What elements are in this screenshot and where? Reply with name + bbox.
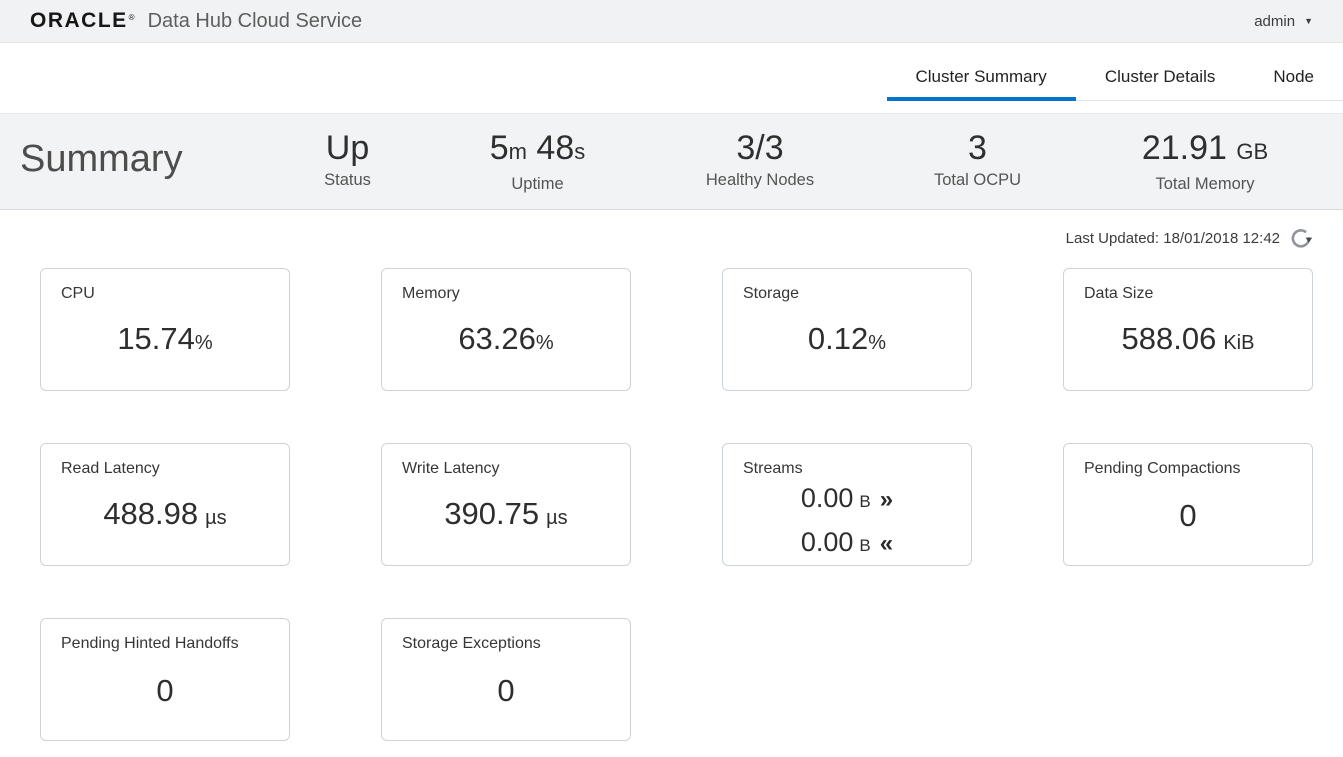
user-menu[interactable]: admin ▼: [1254, 13, 1313, 30]
card-title-storage-exceptions: Storage Exceptions: [402, 635, 541, 652]
card-title-storage: Storage: [743, 285, 800, 302]
card-cpu: CPU 15.74%: [40, 268, 290, 391]
caret-down-icon: ▼: [1304, 16, 1313, 26]
stat-value-uptime: 5m 48s: [489, 129, 586, 167]
metric-cards-grid: CPU 15.74% Memory 63.26% Storage 0.12% Data Si…: [40, 268, 1313, 741]
card-title-pending-compactions: Pending Compactions: [1084, 460, 1241, 477]
stat-uptime: 5m 48s Uptime: [430, 129, 645, 209]
registered-mark: ®: [128, 13, 135, 22]
stat-value-total-memory: 21.91 GB: [1141, 129, 1269, 167]
card-value-pending-compactions: 0: [1179, 497, 1197, 533]
stat-label-total-ocpu: Total OCPU: [933, 171, 1022, 189]
stat-label-total-memory: Total Memory: [1155, 175, 1255, 193]
stat-total-memory: 21.91 GB Total Memory: [1080, 129, 1330, 209]
stat-status: Up Status: [265, 129, 430, 209]
stat-value-total-ocpu: 3: [968, 129, 987, 167]
last-updated-row: Last Updated: 18/01/2018 12:42: [40, 225, 1313, 251]
last-updated-text: Last Updated: 18/01/2018 12:42: [1065, 229, 1280, 247]
card-title-streams: Streams: [743, 460, 803, 477]
card-data-size: Data Size 588.06 KiB: [1063, 268, 1313, 391]
card-title-cpu: CPU: [61, 285, 95, 302]
main-content: Last Updated: 18/01/2018 12:42 CPU 15.74%…: [0, 225, 1343, 741]
card-title-data-size: Data Size: [1084, 285, 1154, 302]
card-title-memory: Memory: [402, 285, 460, 302]
card-value-storage-exceptions: 0: [497, 672, 515, 708]
summary-band: Summary Up Status 5m 48s Uptime 3/3 Healthy N…: [0, 113, 1343, 210]
top-header: ORACLE ® Data Hub Cloud Service admin ▼: [0, 0, 1343, 43]
tab-row: Cluster Summary Cluster Details Node: [0, 43, 1343, 113]
card-value-data-size: 588.06 KiB: [1121, 320, 1255, 356]
refresh-icon[interactable]: [1289, 226, 1313, 250]
card-value-streams: 0.00 B» 0.00 B «: [723, 478, 971, 578]
brand-text: ORACLE: [30, 9, 128, 32]
user-menu-label: admin: [1254, 12, 1296, 30]
tab-node[interactable]: Node: [1244, 56, 1343, 101]
card-read-latency: Read Latency 488.98 µs: [40, 443, 290, 566]
card-value-pending-hinted-handoffs: 0: [156, 672, 174, 708]
stat-label-healthy-nodes: Healthy Nodes: [705, 171, 815, 189]
stat-healthy-nodes: 3/3 Healthy Nodes: [645, 129, 875, 209]
card-value-read-latency: 488.98 µs: [103, 495, 227, 531]
card-streams: Streams 0.00 B» 0.00 B «: [722, 443, 972, 566]
card-title-write-latency: Write Latency: [402, 460, 500, 477]
card-value-write-latency: 390.75 µs: [444, 495, 568, 531]
stat-value-healthy-nodes: 3/3: [736, 129, 784, 167]
tab-bar: Cluster Summary Cluster Details Node: [886, 56, 1343, 101]
tab-cluster-summary[interactable]: Cluster Summary: [886, 56, 1077, 101]
summary-title: Summary: [20, 138, 183, 180]
card-title-pending-hinted-handoffs: Pending Hinted Handoffs: [61, 635, 239, 652]
card-storage: Storage 0.12%: [722, 268, 972, 391]
card-pending-hinted-handoffs: Pending Hinted Handoffs 0: [40, 618, 290, 741]
card-title-read-latency: Read Latency: [61, 460, 160, 477]
oracle-logo: ORACLE ® Data Hub Cloud Service: [30, 9, 362, 33]
card-value-memory: 63.26%: [458, 320, 554, 356]
stream-line-in: 0.00 B «: [800, 527, 894, 557]
card-pending-compactions: Pending Compactions 0: [1063, 443, 1313, 566]
stream-line-out: 0.00 B»: [800, 483, 894, 513]
stream-out-icon: »: [879, 486, 894, 513]
product-title: Data Hub Cloud Service: [147, 10, 363, 32]
card-write-latency: Write Latency 390.75 µs: [381, 443, 631, 566]
card-memory: Memory 63.26%: [381, 268, 631, 391]
summary-stats: Up Status 5m 48s Uptime 3/3 Healthy Nodes 3 Tot…: [265, 114, 1343, 209]
stat-total-ocpu: 3 Total OCPU: [875, 129, 1080, 209]
stream-in-icon: «: [879, 530, 894, 557]
card-value-cpu: 15.74%: [117, 320, 213, 356]
stat-value-status: Up: [325, 129, 370, 167]
card-storage-exceptions: Storage Exceptions 0: [381, 618, 631, 741]
tab-cluster-details[interactable]: Cluster Details: [1075, 56, 1245, 101]
stat-label-uptime: Uptime: [511, 175, 564, 193]
stat-label-status: Status: [324, 171, 371, 189]
card-value-storage: 0.12%: [807, 320, 887, 356]
